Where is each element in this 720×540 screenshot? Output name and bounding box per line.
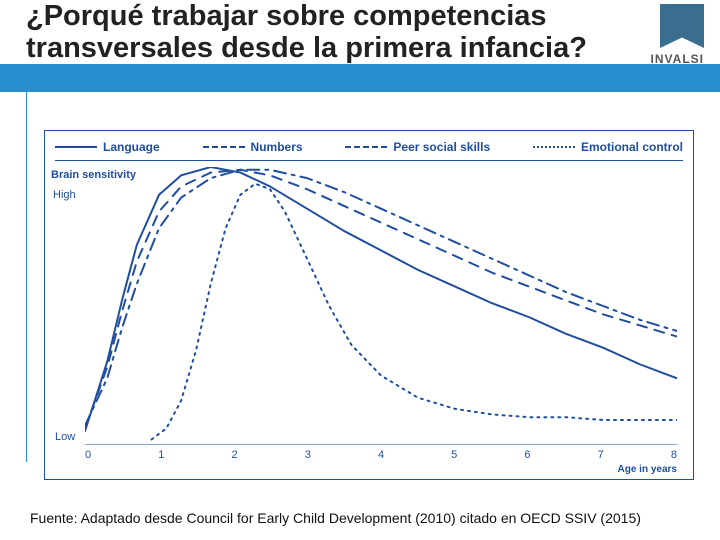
plot-svg [85, 167, 677, 445]
x-tick: 6 [524, 449, 530, 463]
x-tick: 1 [158, 449, 164, 463]
legend-swatch-dotted [533, 146, 575, 148]
legend-numbers: Numbers [203, 140, 303, 154]
legend-label: Numbers [251, 140, 303, 154]
slide-title: ¿Porqué trabajar sobre competencias tran… [26, 0, 626, 65]
header-band [0, 64, 720, 92]
x-tick: 7 [598, 449, 604, 463]
legend-swatch-solid [55, 146, 97, 148]
brand-logo: INVALSI [624, 4, 704, 74]
source-caption: Fuente: Adaptado desde Council for Early… [30, 510, 641, 526]
x-tick: 3 [305, 449, 311, 463]
legend-language: Language [55, 140, 160, 154]
x-tick: 5 [451, 449, 457, 463]
x-tick: 2 [231, 449, 237, 463]
x-tick: 8 [671, 449, 677, 463]
left-vertical-rule [26, 92, 27, 462]
brain-sensitivity-chart: Language Numbers Peer social skills Emot… [44, 130, 694, 480]
legend-peer-social: Peer social skills [345, 140, 490, 154]
logo-flag-icon [660, 4, 704, 48]
legend-label: Emotional control [581, 140, 683, 154]
plot-area [85, 167, 677, 445]
x-tick: 0 [85, 449, 91, 463]
logo-text: INVALSI [651, 52, 704, 66]
x-axis-title: Age in years [618, 464, 677, 475]
legend-swatch-dash [203, 146, 245, 148]
y-tick-low: Low [55, 431, 75, 443]
legend-label: Language [103, 140, 160, 154]
y-tick-high: High [53, 189, 76, 201]
x-axis-ticks: 0 1 2 3 4 5 6 7 8 [85, 449, 677, 463]
legend-swatch-dashdot [345, 146, 387, 148]
legend-emotional: Emotional control [533, 140, 683, 154]
chart-legend: Language Numbers Peer social skills Emot… [55, 139, 683, 161]
legend-label: Peer social skills [393, 140, 490, 154]
x-tick: 4 [378, 449, 384, 463]
